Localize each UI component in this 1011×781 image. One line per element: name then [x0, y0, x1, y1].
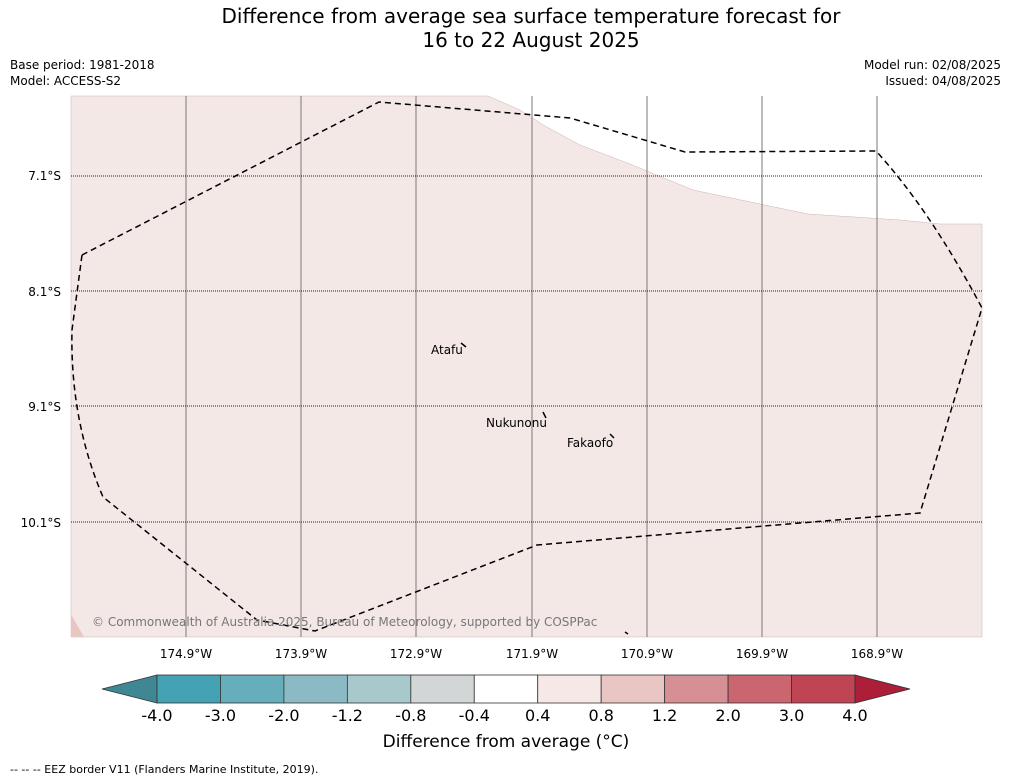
lon-label: 171.9°W	[506, 647, 558, 661]
model-run: Model run: 02/08/2025	[863, 58, 1001, 72]
colorbar-tick-label: -0.4	[459, 706, 490, 725]
colorbar-tick-label: -2.0	[268, 706, 299, 725]
colorbar-segment	[600, 674, 666, 704]
lon-label: 172.9°W	[390, 647, 442, 661]
model-name: Model: ACCESS-S2	[10, 74, 122, 88]
chart-title: Difference from average sea surface temp…	[0, 4, 1011, 52]
colorbar-segment	[410, 674, 475, 704]
colorbar-tick-label: 0.8	[588, 706, 613, 725]
colorbar-title: Difference from average (°C)	[382, 732, 630, 752]
island-swains	[624, 631, 629, 635]
colorbar-tick-label: 1.2	[652, 706, 677, 725]
issued-date: Issued: 04/08/2025	[885, 74, 1001, 88]
longitude-labels: 174.9°W 173.9°W 172.9°W 171.9°W 170.9°W …	[160, 647, 903, 661]
colorbar-segment	[346, 674, 412, 704]
colorbar-segment	[473, 674, 539, 704]
latitude-labels: 7.1°S 8.1°S 9.1°S 10.1°S	[21, 169, 61, 530]
title-line-1: Difference from average sea surface temp…	[221, 4, 841, 28]
colorbar-segment	[156, 674, 221, 704]
colorbar-segment	[791, 674, 856, 704]
colorbar-extend-high	[854, 674, 911, 704]
title-line-2: 16 to 22 August 2025	[422, 28, 640, 52]
place-label-fakaofo: Fakaofo	[567, 436, 613, 450]
lat-label: 8.1°S	[28, 285, 61, 299]
lat-label: 9.1°S	[28, 400, 61, 414]
colorbar-tick-label: -1.2	[332, 706, 363, 725]
colorbar-tick-label: -4.0	[141, 706, 172, 725]
colorbar-tick-label: 0.4	[525, 706, 550, 725]
lon-label: 170.9°W	[621, 647, 673, 661]
colorbar-extend-low	[101, 674, 158, 704]
anomaly-region	[70, 95, 983, 638]
colorbar-segment	[220, 674, 285, 704]
island-atafu	[460, 342, 467, 348]
lat-label: 7.1°S	[28, 169, 61, 183]
colorbar-tick-label: 4.0	[842, 706, 867, 725]
lon-label: 173.9°W	[275, 647, 327, 661]
colorbar-tick-label: -3.0	[205, 706, 236, 725]
lon-label: 174.9°W	[160, 647, 212, 661]
lon-label: 168.9°W	[851, 647, 903, 661]
colorbar-tick-label: 2.0	[715, 706, 740, 725]
place-label-atafu: Atafu	[431, 343, 463, 357]
island-nukunonu	[542, 411, 547, 419]
copyright-text: © Commonwealth of Australia 2025, Bureau…	[92, 615, 597, 629]
meta-right: Model run: 02/08/2025 Issued: 04/08/2025	[864, 57, 1001, 89]
colorbar-segment	[537, 674, 602, 704]
footer-legend: -- -- -- EEZ border V11 (Flanders Marine…	[10, 763, 319, 776]
base-period: Base period: 1981-2018	[10, 58, 155, 72]
anomaly-wedge	[71, 614, 84, 637]
longitude-gridlines	[185, 96, 878, 637]
colorbar-segment	[664, 674, 729, 704]
colorbar	[101, 674, 911, 704]
colorbar-tick-label: 3.0	[779, 706, 804, 725]
colorbar-tick-labels: -4.0 -3.0 -2.0 -1.2 -0.8 -0.4 0.4 0.8 1.2 2.0 3.0 4…	[141, 706, 867, 725]
meta-left: Base period: 1981-2018 Model: ACCESS-S2	[10, 57, 155, 89]
colorbar-segment	[283, 674, 348, 704]
lat-label: 10.1°S	[21, 516, 61, 530]
lon-label: 169.9°W	[736, 647, 788, 661]
island-fakaofo	[609, 433, 615, 439]
place-label-nukunonu: Nukunonu	[486, 416, 547, 430]
eez-border	[71, 101, 983, 632]
colorbar-tick-label: -0.8	[395, 706, 426, 725]
colorbar-segment	[727, 674, 792, 704]
